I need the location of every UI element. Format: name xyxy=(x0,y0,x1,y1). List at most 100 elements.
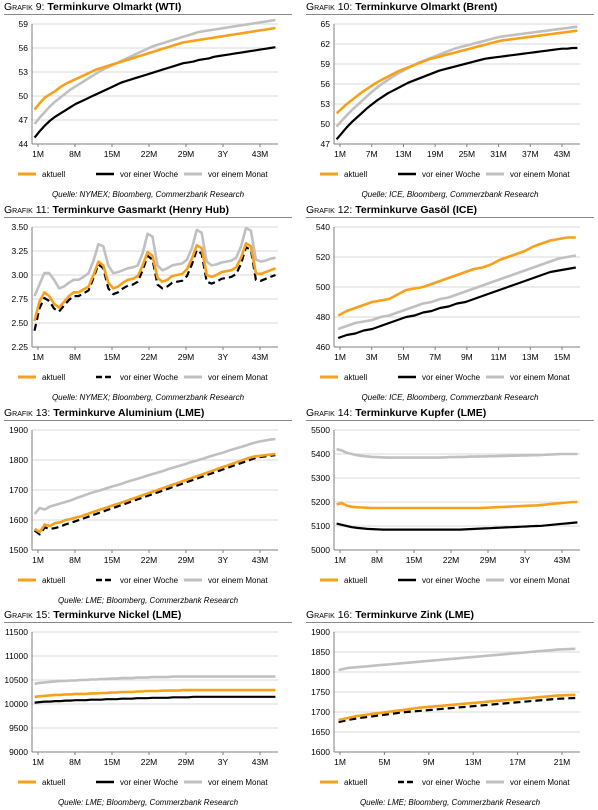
x-tick-label: 7M xyxy=(429,352,441,362)
chart-source: Quelle: LME; Bloomberg, Commerzbank Rese… xyxy=(359,798,541,807)
x-tick-label: 15M xyxy=(406,555,423,565)
legend-label: vor einer Woche xyxy=(422,778,481,787)
x-tick-label: 15M xyxy=(104,149,121,159)
x-tick-label: 15M xyxy=(104,555,121,565)
chart-panel-g14: Grafik 14: Terminkurve Kupfer (LME) 5000 5… xyxy=(302,406,598,608)
x-tick-label: 3Y xyxy=(218,555,229,565)
y-tick-label: 5300 xyxy=(311,473,330,483)
y-tick-label: 1800 xyxy=(311,667,330,677)
y-tick-label: 2.75 xyxy=(11,294,28,304)
x-tick-label: 1M xyxy=(334,149,346,159)
title-rule xyxy=(306,14,594,15)
series-line-aktuell xyxy=(338,693,576,722)
title-rule xyxy=(306,217,594,218)
chart-title: Grafik 15: Terminkurve Nickel (LME) xyxy=(4,609,181,621)
x-tick-label: 1M xyxy=(334,352,346,362)
title-rule xyxy=(306,420,594,421)
y-tick-label: 50 xyxy=(19,91,29,101)
chart-title-text: Terminkurve Olmarkt (WTI) xyxy=(47,1,182,13)
y-tick-label: 540 xyxy=(316,222,330,232)
y-tick-label: 47 xyxy=(321,139,331,149)
x-tick-label: 22M xyxy=(443,555,460,565)
y-tick-label: 5400 xyxy=(311,449,330,459)
x-tick-label: 43M xyxy=(252,352,269,362)
x-tick-label: 15M xyxy=(554,352,571,362)
x-tick-label: 22M xyxy=(141,149,158,159)
chart-svg: 1600 1650 1700 1750 1800 1850 1900 1M 5M 9M 13M 17M… xyxy=(311,627,580,787)
y-tick-label: 460 xyxy=(316,342,330,352)
x-tick-label: 8M xyxy=(69,352,81,362)
y-tick-label: 11500 xyxy=(5,627,28,637)
chart-svg: 5000 5100 5200 5300 5400 5500 1M 8M 15M 22M 29M 3Y 4… xyxy=(311,425,580,585)
legend-label: aktuell xyxy=(42,778,65,787)
y-tick-label: 53 xyxy=(19,67,29,77)
x-tick-label: 1M xyxy=(32,555,44,565)
chart-title-text: Terminkurve Gasmarkt (Henry Hub) xyxy=(52,204,230,216)
x-tick-label: 43M xyxy=(252,149,269,159)
y-tick-label: 3.00 xyxy=(11,270,28,280)
y-tick-label: 3.25 xyxy=(11,246,28,256)
legend-label: aktuell xyxy=(42,170,65,179)
y-tick-label: 1750 xyxy=(311,687,330,697)
x-tick-label: 21M xyxy=(554,757,571,767)
series-line-vor-einem-monat xyxy=(33,18,276,125)
series-line-vor-einer-woche xyxy=(335,46,578,141)
chart-title: Grafik 16: Terminkurve Zink (LME) xyxy=(306,609,474,621)
x-tick-label: 1M xyxy=(32,352,44,362)
title-rule xyxy=(306,622,594,623)
series-line-aktuell xyxy=(335,29,578,115)
legend-label: vor einer Woche xyxy=(120,170,179,179)
series-line-vor-einer-woche xyxy=(336,521,578,531)
y-tick-label: 480 xyxy=(316,312,330,322)
x-tick-label: 9M xyxy=(423,757,435,767)
y-tick-label: 53 xyxy=(321,99,331,109)
x-tick-label: 22M xyxy=(141,352,158,362)
series-line-vor-einem-monat xyxy=(338,647,576,672)
x-tick-label: 43M xyxy=(252,555,269,565)
x-tick-label: 13M xyxy=(395,149,412,159)
series-line-aktuell xyxy=(337,236,576,317)
legend-label: vor einem Monat xyxy=(510,373,570,382)
y-tick-label: 59 xyxy=(19,19,29,29)
x-tick-label: 25M xyxy=(459,149,476,159)
x-tick-label: 3Y xyxy=(520,555,531,565)
series-line-vor-einem-monat xyxy=(33,226,276,297)
x-tick-label: 5M xyxy=(398,352,410,362)
legend-label: aktuell xyxy=(344,170,367,179)
x-tick-label: 1M xyxy=(334,555,346,565)
chart-title: Grafik 10: Terminkurve Olmarkt (Brent) xyxy=(306,1,497,13)
y-tick-label: 50 xyxy=(321,119,331,129)
x-tick-label: 29M xyxy=(178,555,195,565)
series-line-aktuell xyxy=(34,688,276,699)
chart-panel-g13: Grafik 13: Terminkurve Aluminium (LME) 15… xyxy=(0,406,296,608)
chart-panel-g9: Grafik 9: Terminkurve Olmarkt (WTI) 44 47 5… xyxy=(0,0,296,202)
chart-svg: 9000 9500 10000 10500 11000 11500 1M 8M 15M 22M 29… xyxy=(4,627,278,787)
x-tick-label: 1M xyxy=(334,757,346,767)
title-rule xyxy=(4,14,292,15)
x-tick-label: 8M xyxy=(69,149,81,159)
chart-panel-g10: Grafik 10: Terminkurve Olmarkt (Brent) 47… xyxy=(302,0,598,202)
x-tick-label: 9M xyxy=(461,352,473,362)
y-tick-label: 5000 xyxy=(311,545,330,555)
legend-label: aktuell xyxy=(344,373,367,382)
legend-label: vor einer Woche xyxy=(120,576,179,585)
chart-title-text: Terminkurve Zink (LME) xyxy=(355,609,475,621)
x-tick-label: 13M xyxy=(522,352,539,362)
x-tick-label: 29M xyxy=(178,352,195,362)
series-line-aktuell xyxy=(33,242,276,322)
chart-title: Grafik 12: Terminkurve Gasöl (ICE) xyxy=(306,204,477,216)
legend-label: vor einer Woche xyxy=(422,170,481,179)
x-tick-label: 19M xyxy=(427,149,444,159)
y-tick-label: 62 xyxy=(321,39,331,49)
y-tick-label: 1600 xyxy=(311,747,330,757)
legend-label: vor einer Woche xyxy=(422,373,481,382)
series-line-aktuell xyxy=(33,26,276,111)
y-tick-label: 9000 xyxy=(9,747,28,757)
x-tick-label: 29M xyxy=(178,757,195,767)
y-tick-label: 1800 xyxy=(9,455,28,465)
y-tick-label: 500 xyxy=(316,282,330,292)
x-tick-label: 29M xyxy=(178,149,195,159)
series-line-vor-einem-monat xyxy=(34,675,276,686)
x-tick-label: 17M xyxy=(509,757,526,767)
x-tick-label: 31M xyxy=(490,149,507,159)
